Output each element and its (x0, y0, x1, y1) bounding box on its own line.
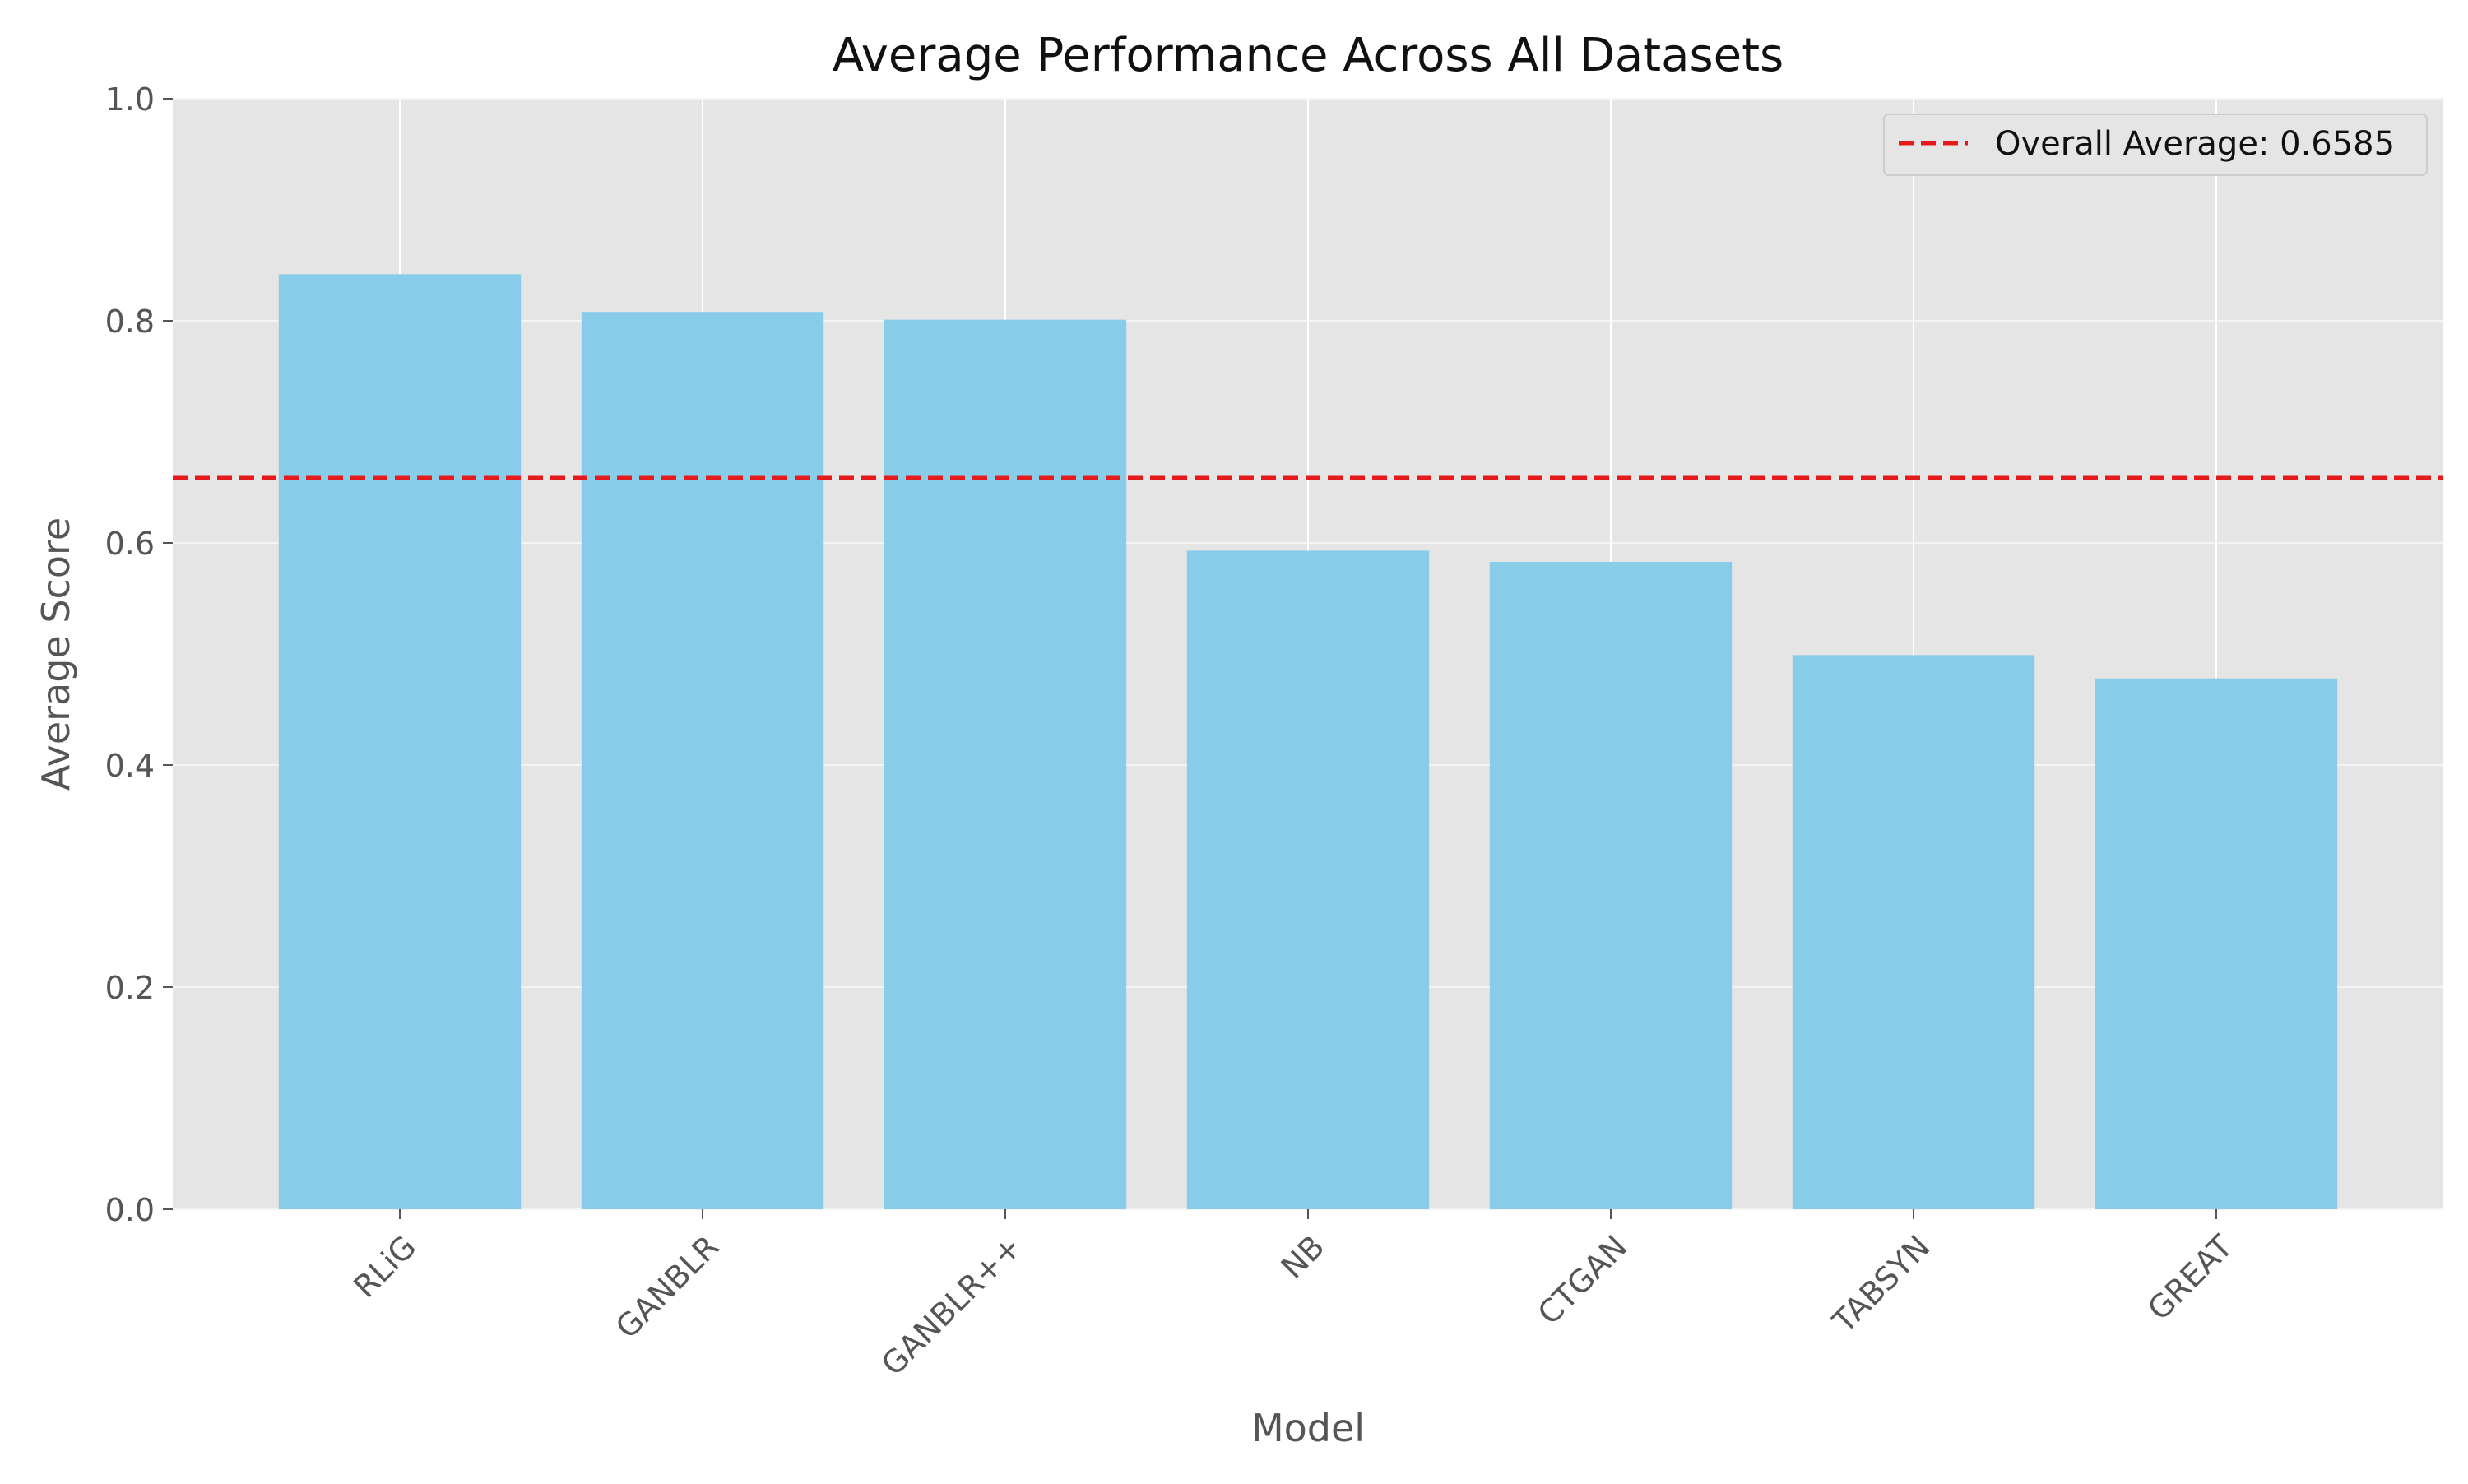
y-axis: 0.0 0.2 0.4 0.6 0.8 1.0 (105, 81, 173, 1228)
x-tick-label: RLiG (346, 1228, 423, 1305)
bars (278, 274, 2338, 1210)
x-tick-label: TABSYN (1825, 1228, 1937, 1340)
bar-tabsyn (1792, 655, 2035, 1209)
y-axis-label: Average Score (34, 517, 78, 791)
legend-label: Overall Average: 0.6585 (1995, 125, 2395, 163)
bar-great (2095, 678, 2338, 1209)
y-tick-label: 0.0 (105, 1192, 155, 1228)
x-tick-label: GANBLR (609, 1228, 726, 1345)
y-tick-label: 0.8 (105, 304, 155, 340)
bar-rlig (278, 274, 522, 1209)
x-tick-label: GREAT (2141, 1228, 2240, 1328)
bar-ganblr (581, 312, 824, 1210)
x-tick-label: GANBLR++ (874, 1228, 1029, 1383)
y-tick-label: 0.2 (105, 970, 155, 1006)
y-tick-label: 0.6 (105, 526, 155, 562)
bar-nb (1186, 550, 1430, 1209)
x-axis: RLiG GANBLR GANBLR++ NB CTGAN TABSYN GREAT (346, 1209, 2240, 1383)
y-tick-label: 0.4 (105, 748, 155, 784)
x-tick-label: CTGAN (1531, 1228, 1635, 1332)
y-tick-label: 1.0 (105, 81, 155, 118)
legend-box (1883, 114, 2428, 176)
bar-ganblr (884, 319, 1127, 1209)
x-tick-label: NB (1274, 1228, 1332, 1286)
legend: Overall Average: 0.6585 (1883, 114, 2428, 176)
chart-title: Average Performance Across All Datasets (833, 29, 1784, 82)
x-axis-label: Model (1251, 1406, 1365, 1450)
bar-ctgan (1489, 561, 1733, 1209)
